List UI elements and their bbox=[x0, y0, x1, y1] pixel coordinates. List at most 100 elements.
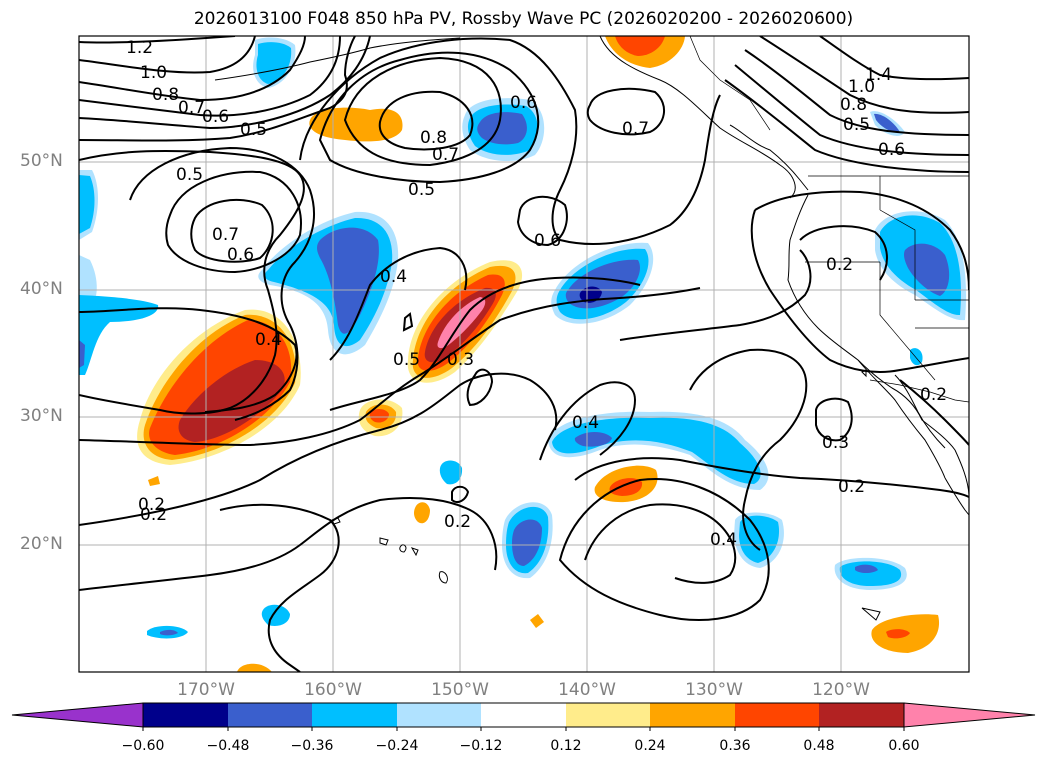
contour-0-6-ridge bbox=[318, 51, 540, 184]
colorbar-bin bbox=[735, 703, 819, 727]
colorbar-bin bbox=[650, 703, 735, 727]
contour-label: 0.2 bbox=[920, 385, 947, 405]
coastline-aleutians bbox=[214, 37, 461, 81]
positive-anomaly bbox=[309, 107, 403, 142]
contour-label: 0.2 bbox=[140, 505, 167, 525]
contour-0-5-mid bbox=[79, 149, 305, 415]
coastlines bbox=[214, 36, 969, 621]
contour-label: 0.7 bbox=[212, 225, 239, 245]
colorbar-bin bbox=[312, 703, 397, 727]
contour-label: 0.5 bbox=[843, 115, 870, 135]
coastline-mexico bbox=[944, 477, 969, 516]
colorbar-tick-label: −0.48 bbox=[206, 738, 250, 754]
positive-anomaly bbox=[414, 502, 430, 524]
border-states bbox=[805, 176, 969, 381]
contour-0-7-high bbox=[190, 198, 274, 263]
contour-0-4-south bbox=[584, 503, 737, 584]
island-clipperton bbox=[861, 607, 881, 621]
contour-0-5-trough bbox=[129, 146, 316, 421]
coastline-gulf-california bbox=[894, 374, 946, 449]
contour-label: 0.8 bbox=[420, 128, 447, 148]
contour-label: 0.5 bbox=[393, 350, 420, 370]
longitude-label: 130°W bbox=[685, 680, 743, 700]
contour-0-5-ridge bbox=[299, 37, 721, 246]
negative-anomaly bbox=[477, 112, 527, 145]
contour-0-4-west bbox=[79, 307, 298, 413]
contour-0-5-ne bbox=[734, 64, 969, 156]
colorbar-bin bbox=[397, 703, 481, 727]
contour-label: 0.7 bbox=[622, 119, 649, 139]
longitude-label: 170°W bbox=[177, 680, 235, 700]
latitude-label: 20°N bbox=[20, 534, 63, 554]
contour-0-5-north bbox=[79, 36, 356, 142]
longitude-label: 120°W bbox=[812, 680, 870, 700]
contour-1-2 bbox=[79, 36, 236, 44]
contour-0-7 bbox=[79, 36, 341, 117]
contour-label: 1.2 bbox=[126, 38, 153, 58]
contour-0-3-se bbox=[619, 249, 812, 341]
contour-label: 0.2 bbox=[826, 255, 853, 275]
positive-anomaly bbox=[237, 663, 272, 672]
contour-labels: 1.2 1.0 0.8 0.7 0.6 0.5 0.5 0.7 0.6 0.5 … bbox=[126, 38, 947, 550]
contour-0-2-south bbox=[79, 497, 498, 591]
colorbar-bin bbox=[143, 703, 228, 727]
contour-label: 0.8 bbox=[840, 95, 867, 115]
pv-shading bbox=[79, 36, 966, 672]
contour-0-3-east bbox=[815, 397, 853, 442]
latitude-label: 40°N bbox=[20, 279, 63, 299]
contour-0-2-ring bbox=[558, 478, 770, 621]
contour-0-7-ne bbox=[586, 87, 665, 136]
map-frame bbox=[78, 35, 970, 673]
contour-label: 0.3 bbox=[822, 433, 849, 453]
colorbar-bin bbox=[819, 703, 904, 727]
contour-small bbox=[451, 485, 470, 503]
positive-anomaly bbox=[178, 360, 285, 442]
contour-small-2 bbox=[402, 312, 414, 332]
contour-label: 1.0 bbox=[140, 63, 167, 83]
contour-label: 0.4 bbox=[255, 330, 282, 350]
positive-anomaly bbox=[530, 614, 544, 628]
colorbar-extend-max bbox=[903, 702, 1036, 728]
contour-label: 0.5 bbox=[408, 180, 435, 200]
colorbar-tick-label: 0.12 bbox=[550, 738, 582, 754]
contour-label: 0.4 bbox=[572, 413, 599, 433]
latitude-label: 30°N bbox=[20, 406, 63, 426]
contour-1-0 bbox=[79, 36, 256, 74]
colorbar-bin bbox=[481, 703, 566, 727]
contour-0-8-ridge bbox=[378, 90, 474, 151]
colorbar bbox=[11, 702, 1036, 731]
negative-anomaly bbox=[256, 42, 292, 84]
negative-anomaly bbox=[910, 348, 923, 366]
contour-label: 0.4 bbox=[710, 530, 737, 550]
colorbar-tick-label: 0.36 bbox=[719, 738, 751, 754]
negative-anomaly bbox=[855, 564, 878, 573]
contour-1-4 bbox=[819, 36, 969, 81]
island-hawaii bbox=[379, 537, 419, 557]
contour-label: 1.0 bbox=[848, 77, 875, 97]
contour-0-2-inner bbox=[799, 225, 888, 281]
map-title: 2026013100 F048 850 hPa PV, Rossby Wave … bbox=[193, 9, 854, 29]
colorbar-tick-label: −0.60 bbox=[121, 738, 165, 754]
negative-anomaly bbox=[317, 227, 379, 334]
contour-label: 0.6 bbox=[227, 245, 254, 265]
contour-0-6-ne-line bbox=[724, 79, 969, 173]
contour-0-2-lower bbox=[899, 379, 969, 446]
colorbar-outline bbox=[142, 702, 905, 728]
contour-label: 0.4 bbox=[380, 267, 407, 287]
negative-anomaly bbox=[160, 629, 178, 636]
contour-label: 0.5 bbox=[240, 120, 267, 140]
contour-0-5-central bbox=[329, 246, 468, 361]
contour-0-2-far-south bbox=[219, 503, 340, 672]
colorbar-tick-label: 0.24 bbox=[634, 738, 666, 754]
colorbar-tick-label: −0.12 bbox=[459, 738, 503, 754]
coastline-alaska bbox=[599, 36, 796, 199]
contour-0-6-ne bbox=[516, 195, 568, 247]
contour-1-0-ne bbox=[759, 36, 969, 114]
contour-0-8-ne bbox=[744, 49, 969, 136]
contour-0-4-central bbox=[329, 276, 641, 411]
contour-label: 0.6 bbox=[534, 231, 561, 251]
contour-label: 0.5 bbox=[176, 165, 203, 185]
contour-label: 0.2 bbox=[138, 495, 165, 515]
colorbar-tick-label: 0.48 bbox=[803, 738, 835, 754]
colorbar-tick-label: −0.36 bbox=[290, 738, 334, 754]
